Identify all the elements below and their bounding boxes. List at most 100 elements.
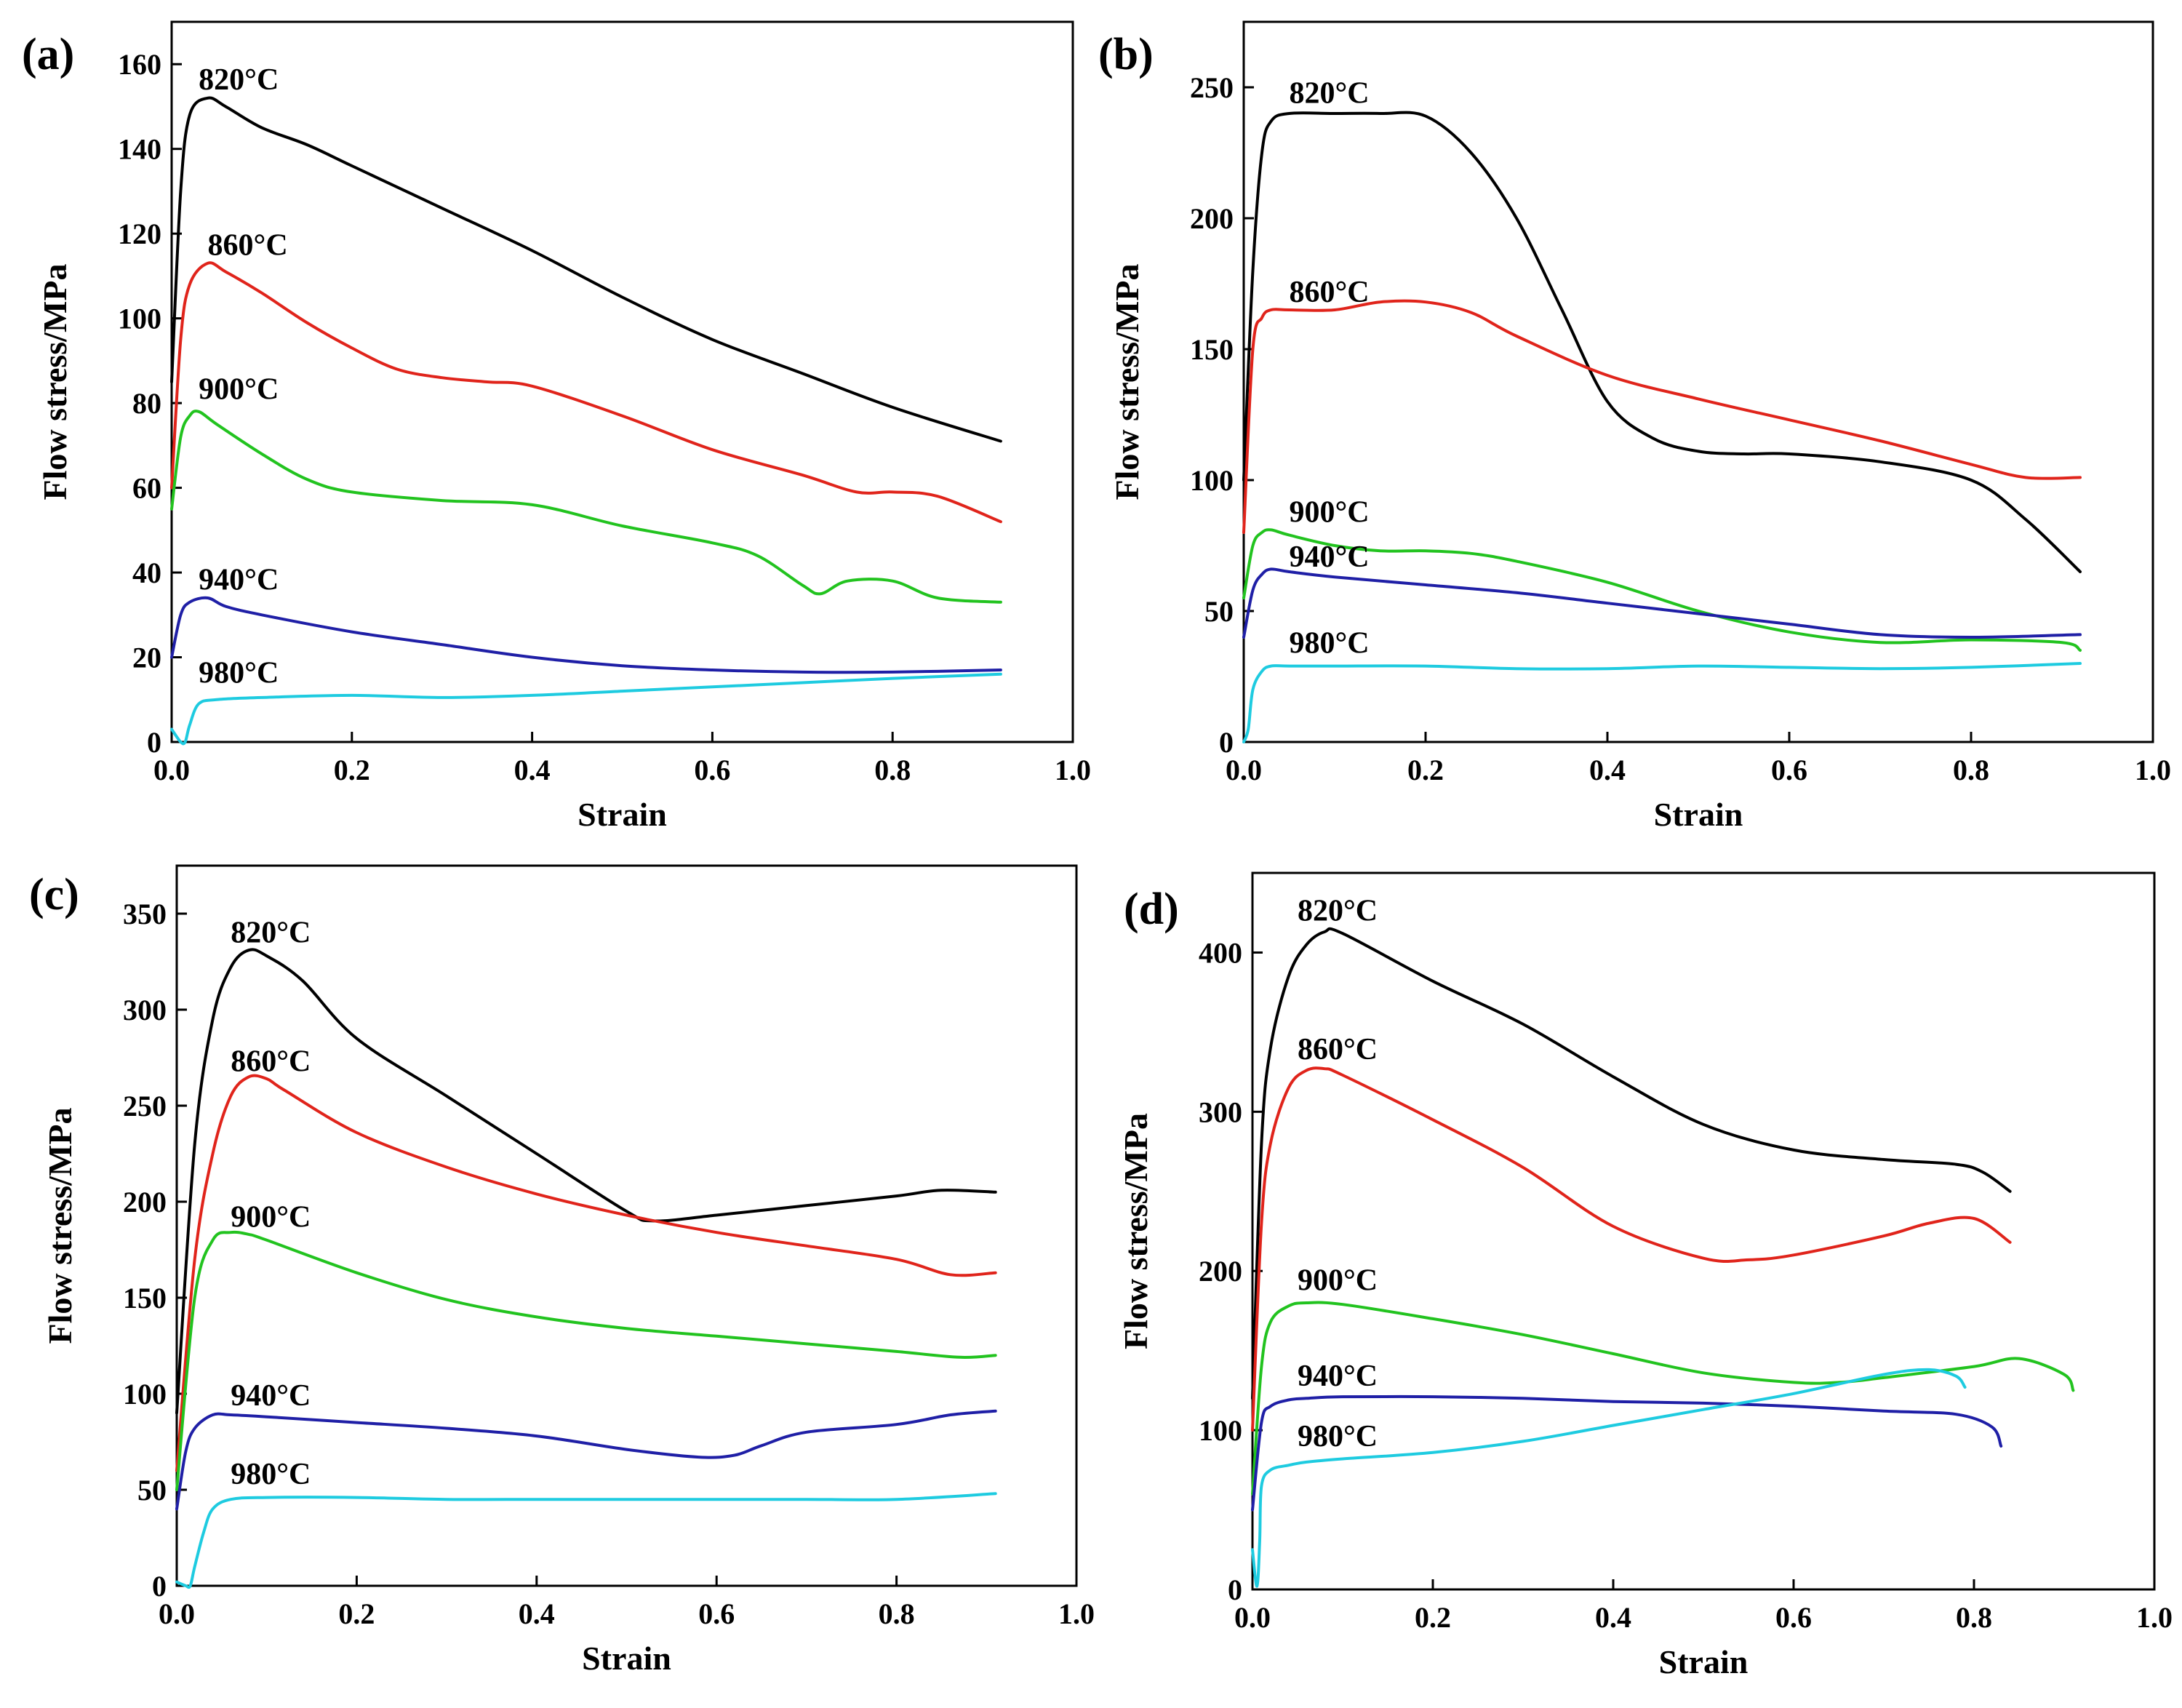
x-tick-label-c-3: 0.6 [698, 1597, 735, 1630]
series-line-b-820-c [1242, 111, 2082, 573]
y-tick-label-c-0: 0 [152, 1570, 167, 1603]
series-line-b-940-c [1242, 567, 2082, 639]
series-label-a-980-c: 980°C [199, 656, 279, 690]
series-label-c-980-c: 980°C [231, 1458, 311, 1491]
series-label-d-900-c: 900°C [1298, 1264, 1378, 1297]
x-tick-label-d-0: 0.0 [1234, 1601, 1271, 1634]
x-tick-label-a-2: 0.4 [514, 754, 551, 786]
y-axis-title-c: Flow stress/MPa [41, 1108, 79, 1344]
plot-frame-a [170, 20, 1074, 743]
series-line-c-900-c [175, 1230, 997, 1491]
y-tick-label-b-5: 250 [1190, 71, 1234, 104]
plot-frame-b [1242, 20, 2154, 743]
y-tick-label-b-0: 0 [1219, 726, 1234, 759]
panel-label-d: (d) [1124, 885, 1179, 934]
x-tick-label-c-4: 0.8 [879, 1597, 915, 1630]
panel-label-a: (a) [22, 30, 74, 79]
y-axis-title-b: Flow stress/MPa [1108, 264, 1146, 500]
series-line-b-980-c [1242, 662, 2082, 743]
series-label-c-900-c: 900°C [231, 1200, 311, 1234]
panel-c: (c) 0.0 0.2 0.4 0.6 0.8 1.0 0 50 100 150 200 250 300 3… [29, 864, 1095, 1677]
x-axis-title-a: Strain [578, 796, 667, 833]
y-tick-label-d-3: 300 [1199, 1096, 1242, 1128]
x-tick-label-b-1: 0.2 [1407, 754, 1444, 786]
series-label-b-980-c: 980°C [1290, 627, 1370, 661]
panel-d: (d) 0.0 0.2 0.4 0.6 0.8 1.0 0 100 200 300 400 Strain… [1117, 871, 2173, 1680]
series-label-b-820-c: 820°C [1290, 77, 1370, 111]
y-tick-label-c-5: 250 [123, 1090, 167, 1122]
series-line-d-980-c [1251, 1368, 1967, 1588]
series-line-d-940-c [1251, 1394, 2003, 1512]
y-axis-title-a: Flow stress/MPa [36, 264, 73, 500]
y-tick-label-a-3: 60 [132, 472, 161, 505]
x-tick-label-c-1: 0.2 [338, 1597, 375, 1630]
series-line-c-980-c [175, 1492, 997, 1589]
plot-frame-c [175, 864, 1078, 1587]
x-tick-label-b-0: 0.0 [1226, 754, 1262, 786]
panel-a: (a) 0.0 0.2 0.4 0.6 0.8 1.0 0 20 40 60 80 100 120 140 1… [22, 20, 1091, 833]
y-tick-label-a-7: 140 [118, 133, 161, 166]
series-line-b-860-c [1242, 299, 2082, 534]
panel-label-b: (b) [1098, 30, 1154, 79]
series-line-a-980-c [170, 672, 1002, 746]
x-tick-label-c-5: 1.0 [1058, 1597, 1095, 1630]
series-line-d-860-c [1251, 1066, 2012, 1432]
panel-label-c: (c) [29, 870, 79, 919]
series-line-d-820-c [1251, 927, 2012, 1400]
series-line-d-900-c [1251, 1301, 2075, 1496]
y-tick-label-c-2: 100 [123, 1378, 167, 1410]
x-tick-label-c-0: 0.0 [159, 1597, 195, 1630]
series-label-d-820-c: 820°C [1298, 895, 1378, 928]
y-tick-label-d-0: 0 [1228, 1573, 1242, 1606]
series-label-a-860-c: 860°C [208, 228, 288, 262]
y-tick-label-a-8: 160 [118, 48, 161, 81]
x-tick-label-b-3: 0.6 [1771, 754, 1807, 786]
x-tick-label-d-3: 0.6 [1775, 1601, 1812, 1634]
series-line-c-940-c [175, 1409, 997, 1511]
y-tick-label-a-1: 20 [132, 642, 161, 674]
x-tick-label-a-4: 0.8 [874, 754, 911, 786]
series-line-a-940-c [170, 596, 1002, 674]
series-label-d-940-c: 940°C [1298, 1360, 1378, 1393]
y-tick-label-c-3: 150 [123, 1282, 167, 1314]
series-line-a-900-c [170, 410, 1002, 604]
x-axis-title-c: Strain [582, 1640, 671, 1677]
x-axis-title-d: Strain [1659, 1643, 1749, 1680]
x-tick-label-a-1: 0.2 [334, 754, 370, 786]
series-label-c-940-c: 940°C [231, 1379, 311, 1413]
series-label-a-900-c: 900°C [199, 372, 279, 406]
y-tick-label-b-2: 100 [1190, 464, 1234, 497]
y-axis-title-d: Flow stress/MPa [1117, 1113, 1154, 1349]
x-tick-label-a-0: 0.0 [153, 754, 190, 786]
y-tick-label-c-4: 200 [123, 1186, 167, 1218]
series-label-b-940-c: 940°C [1290, 540, 1370, 574]
series-line-c-860-c [175, 1074, 997, 1472]
x-tick-label-a-5: 1.0 [1055, 754, 1091, 786]
series-label-a-820-c: 820°C [199, 63, 279, 97]
y-tick-label-c-1: 50 [137, 1474, 167, 1507]
y-tick-label-b-1: 50 [1204, 595, 1234, 628]
series-label-d-860-c: 860°C [1298, 1033, 1378, 1066]
series-line-a-860-c [170, 261, 1002, 524]
y-tick-label-b-3: 150 [1190, 333, 1234, 366]
series-line-a-820-c [170, 96, 1002, 443]
x-tick-label-a-3: 0.6 [694, 754, 730, 786]
x-tick-label-b-2: 0.4 [1589, 754, 1626, 786]
y-tick-label-c-7: 350 [123, 898, 167, 930]
y-tick-label-c-6: 300 [123, 994, 167, 1026]
series-label-c-860-c: 860°C [231, 1045, 311, 1078]
panel-b: (b) 0.0 0.2 0.4 0.6 0.8 1.0 0 50 100 150 200 250 Stra… [1098, 20, 2171, 833]
y-tick-label-a-2: 40 [132, 556, 161, 589]
x-tick-label-c-2: 0.4 [519, 1597, 555, 1630]
series-line-c-820-c [175, 948, 997, 1415]
series-label-c-820-c: 820°C [231, 917, 311, 950]
y-tick-label-d-1: 100 [1199, 1414, 1242, 1447]
series-label-b-860-c: 860°C [1290, 276, 1370, 309]
plot-frame-d [1251, 871, 2156, 1591]
x-tick-label-d-4: 0.8 [1956, 1601, 1992, 1634]
x-tick-label-d-2: 0.4 [1595, 1601, 1631, 1634]
x-tick-label-d-5: 1.0 [2136, 1601, 2173, 1634]
y-tick-label-a-5: 100 [118, 303, 161, 335]
y-tick-label-b-4: 200 [1190, 202, 1234, 235]
